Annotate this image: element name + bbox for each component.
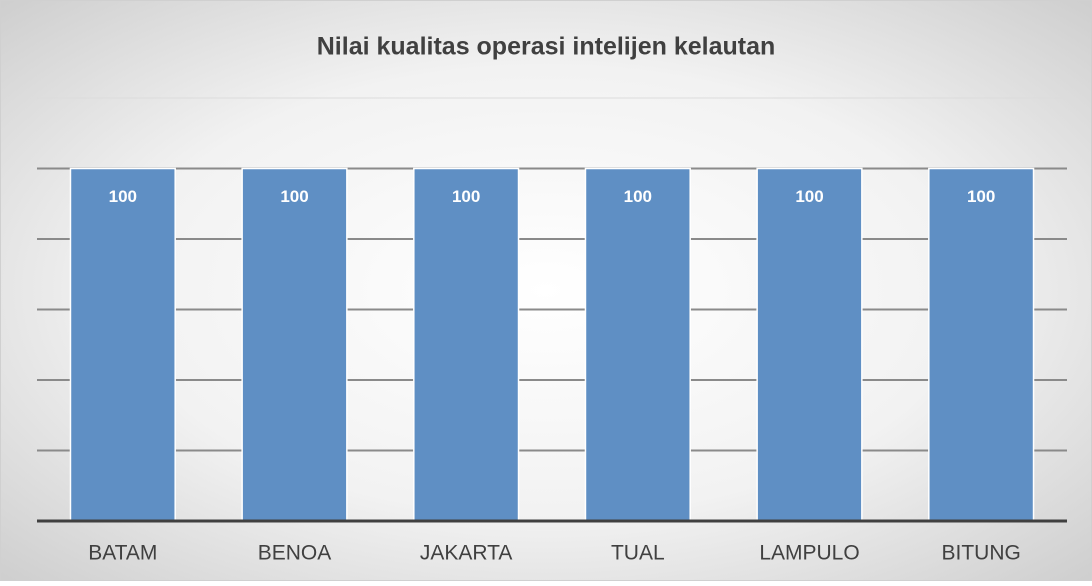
bar <box>584 167 691 522</box>
data-label: 100 <box>452 187 480 206</box>
bar <box>928 167 1035 522</box>
x-tick-label: LAMPULO <box>759 542 859 565</box>
data-label: 100 <box>109 187 137 206</box>
chart-title: Nilai kualitas operasi intelijen kelauta… <box>317 33 776 61</box>
bar <box>241 167 348 522</box>
x-tick-label: BITUNG <box>941 542 1020 565</box>
bar <box>756 167 863 522</box>
x-tick-label: BATAM <box>88 542 157 565</box>
data-label: 100 <box>624 187 652 206</box>
x-tick-label: BENOA <box>258 542 332 565</box>
bar <box>413 167 520 522</box>
x-tick-label: JAKARTA <box>420 542 513 565</box>
bar <box>69 167 176 522</box>
data-label: 100 <box>795 187 823 206</box>
data-label: 100 <box>967 187 995 206</box>
x-tick-label: TUAL <box>611 542 665 565</box>
data-label: 100 <box>280 187 308 206</box>
